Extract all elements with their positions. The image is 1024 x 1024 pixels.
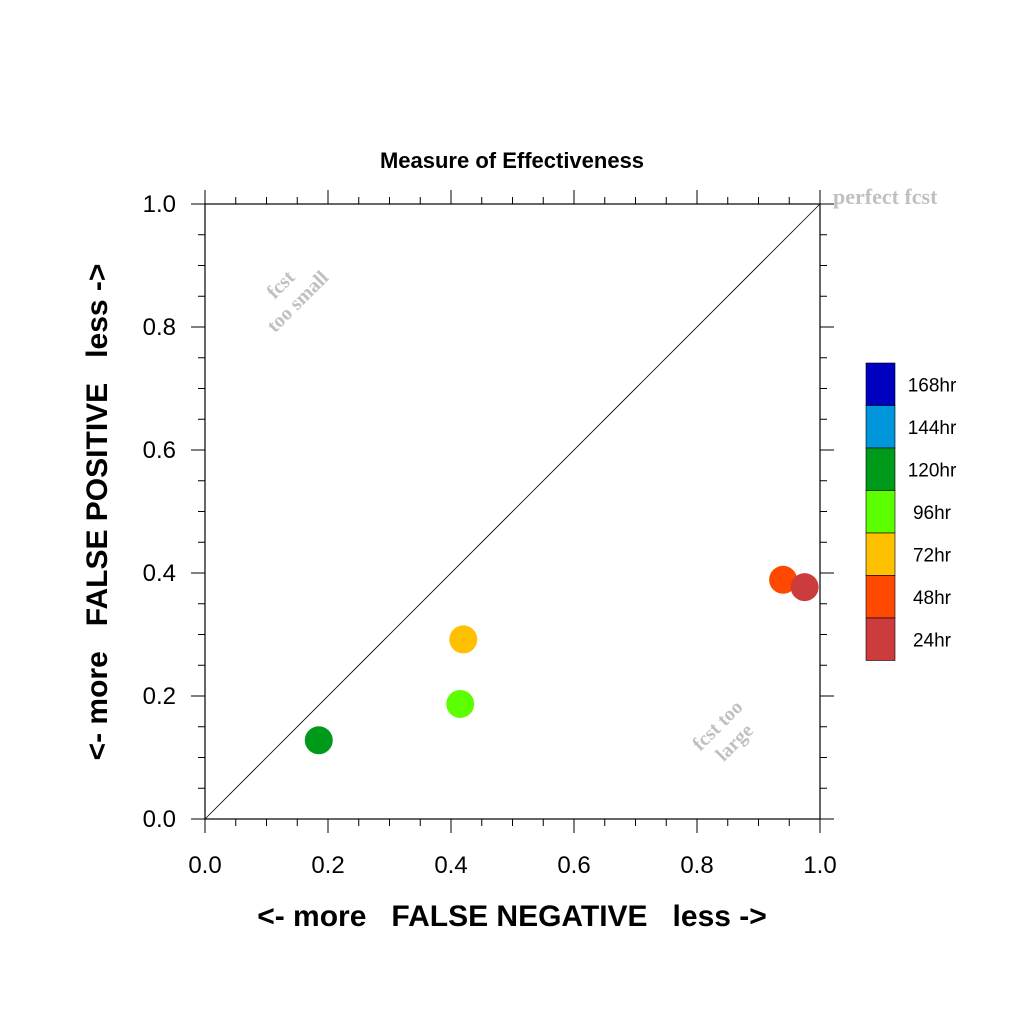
legend-label-24hr: 24hr [913,630,952,651]
x-tick-label: 0.0 [188,852,221,879]
data-points [304,565,819,755]
legend-label-96hr: 96hr [913,503,952,524]
legend-label-72hr: 72hr [913,545,952,566]
diagonal-line [204,203,821,820]
x-tick-label: 0.4 [434,852,467,879]
y-tick-label: 0.2 [143,683,176,710]
point-72hr [449,625,478,654]
legend-label-120hr: 120hr [908,460,957,481]
y-tick-label: 1.0 [143,191,176,218]
legend-swatch-96hr [865,490,896,534]
y-tick-labels: 0.0 0.2 0.4 0.6 0.8 1.0 [143,191,176,833]
legend-label-144hr: 144hr [908,418,957,439]
legend-swatch-144hr [865,405,896,449]
too-small-annotation: fcst too small [263,266,334,337]
y-tick-label: 0.8 [143,314,176,341]
legend: 168hr 144hr 120hr 96hr 72hr 48hr 24hr [865,362,957,661]
y-axis-label: <- more FALSE POSITIVE less -> [81,264,114,761]
chart-title: Measure of Effectiveness [380,148,644,173]
legend-label-168hr: 168hr [908,375,957,396]
x-tick-label: 0.6 [557,852,590,879]
tick-marks [191,190,834,833]
x-axis-label: <- more FALSE NEGATIVE less -> [257,900,767,933]
x-tick-label: 1.0 [803,852,836,879]
y-tick-label: 0.6 [143,437,176,464]
legend-swatch-72hr [865,532,896,576]
legend-label-48hr: 48hr [913,588,952,609]
point-120hr [304,726,333,755]
legend-swatch-48hr [865,575,896,619]
x-tick-labels: 0.0 0.2 0.4 0.6 0.8 1.0 [188,852,836,879]
too-large-annotation: fcst too large [688,696,758,766]
legend-swatch-168hr [865,362,896,406]
perfect-fcst-annotation: perfect fcst [833,184,938,209]
point-48hr [769,565,798,594]
point-96hr [446,689,475,718]
plot-frame [204,203,821,820]
legend-swatch-24hr [865,617,896,661]
x-tick-label: 0.8 [680,852,713,879]
legend-swatch-120hr [865,447,896,491]
y-tick-label: 0.4 [143,560,176,587]
point-24hr [790,573,819,602]
y-tick-label: 0.0 [143,806,176,833]
x-tick-label: 0.2 [311,852,344,879]
